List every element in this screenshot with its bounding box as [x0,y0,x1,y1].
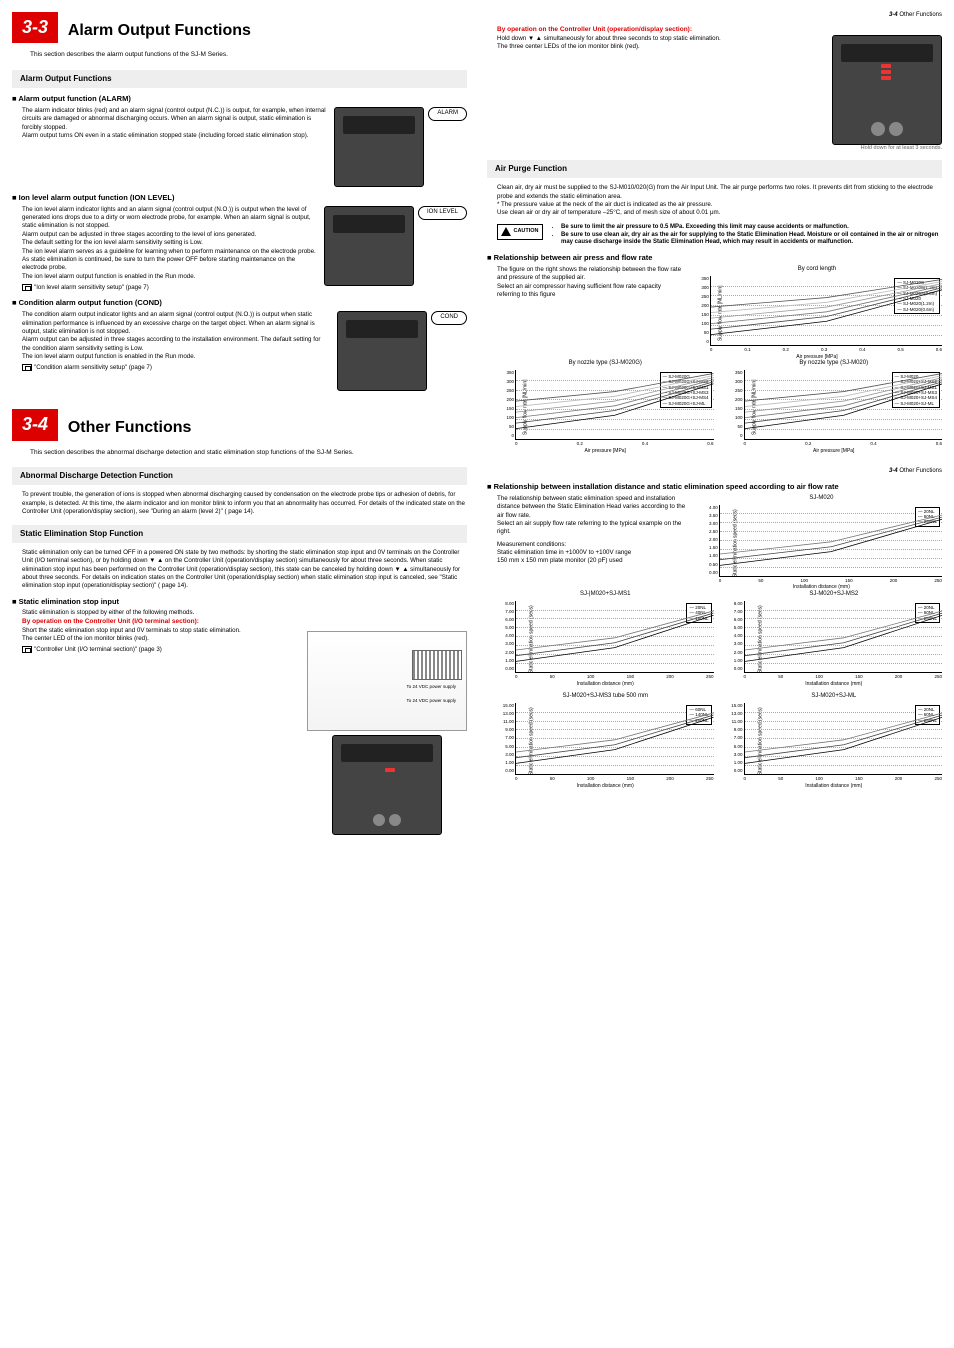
ion-p1: The ion level alarm indicator lights and… [22,206,316,231]
page-ref-top: 3-4 Other Functions [487,12,942,20]
sub-rel2: Relationship between installation distan… [487,482,942,492]
section-number: 3-4 [12,409,58,440]
band-abnormal: Abnormal Discharge Detection Function [12,467,467,485]
rel1-p1: The figure on the right shows the relati… [497,266,684,283]
caution-icon: CAUTION [497,224,543,240]
chart-nozzle-g: By nozzle type (SJ-M020G) 35030025020015… [497,360,714,454]
chart-sp1: SJ-|M020+SJ-MS1 8.007.006.005.004.003.00… [497,591,714,687]
hold-note: Hold down for at least 3 seconds. [836,145,942,152]
op-p2: The three center LEDs of the ion monitor… [497,43,824,51]
band-stop: Static Elimination Stop Function [12,525,467,543]
stopin-p0: Static elimination is stopped by either … [22,609,467,617]
stopin-red1: By operation on the Controller Unit (I/O… [22,618,467,627]
sub-ion: Ion level alarm output function (ION LEV… [12,193,467,203]
chart-nozzle: By nozzle type (SJ-M020) 350300250200150… [726,360,943,454]
chart-sp2: SJ-M020+SJ-MS2 8.007.006.005.004.003.002… [726,591,943,687]
rel2-p2: Select an air supply flow rate referring… [497,520,693,537]
ion-p5: The ion level alarm output function is e… [22,273,316,281]
abnormal-text: To prevent trouble, the generation of io… [22,491,467,516]
op-p1: Hold down ▼ ▲ simultaneously for about t… [497,35,824,43]
sub-alarm: Alarm output function (ALARM) [12,94,467,104]
page-ref-mid: 3-4 Other Functions [487,468,942,476]
caution-list: Be sure to limit the air pressure to 0.5… [561,224,942,247]
sub-stop-input: Static elimination stop input [12,597,467,607]
cond-bubble: COND [431,311,467,325]
chart-sp3: SJ-M020+SJ-MS3 tube 500 mm 15.0013.0011.… [497,693,714,789]
stopin-ref: "Controller Unit (I/O terminal section)"… [34,646,162,653]
device-illustration [337,311,427,391]
chart-cord: By cord length 350300250200150100500Supp… [692,266,942,360]
chart-sp0: SJ-M020 4.003.503.002.502.001.501.000.50… [701,495,942,591]
caution-item: Be sure to use clean air, dry air as the… [561,232,942,248]
section-title: Alarm Output Functions [68,21,251,42]
ion-p3: The default setting for the ion level al… [22,239,316,247]
sub-cond: Condition alarm output function (COND) [12,298,467,308]
rel2-mh: Measurement conditions: [497,541,693,549]
ion-p2: Alarm output can be adjusted in three st… [22,231,316,239]
rel2-m1: Static elimination time in +1000V to +10… [497,549,693,557]
stopin-p1: Short the static elimination stop input … [22,627,299,635]
device-illustration [324,206,414,286]
ref-icon [22,284,32,291]
air-p2: * The pressure value at the neck of the … [497,201,942,209]
rel2-p1: The relationship between static eliminat… [497,495,693,520]
ref-icon [22,364,32,371]
cond-p2: Alarm output can be adjusted in three st… [22,336,329,353]
section-3-3-header: 3-3 Alarm Output Functions [12,12,467,43]
cond-p1: The condition alarm output indicator lig… [22,311,329,336]
section-title: Other Functions [68,418,192,439]
air-p1: Clean air, dry air must be supplied to t… [497,184,942,201]
device-illustration [332,735,442,835]
stop-text: Static elimination only can be turned OF… [22,549,467,591]
caution-item: Be sure to limit the air pressure to 0.5… [561,224,942,232]
chart-sp4: SJ-M020+SJ-ML 15.0013.0011.009.007.005.0… [726,693,943,789]
cond-ref: "Condition alarm sensitivity setup" (pag… [34,365,152,372]
op-red2: By operation on the Controller Unit (ope… [497,26,942,35]
rel2-m2: 150 mm x 150 mm plate monitor (20 pF) us… [497,557,693,565]
alarm-p1: The alarm indicator blinks (red) and an … [22,107,326,132]
band-air: Air Purge Function [487,160,942,178]
section-number: 3-3 [12,12,58,43]
alarm-p2: Alarm output turns ON even in a static e… [22,132,326,140]
device-illustration [832,35,942,145]
intro-text: This section describes the alarm output … [30,51,467,59]
stopin-p2: The center LED of the ion monitor blinks… [22,635,299,643]
ref-icon [22,646,32,653]
ion-p4: The ion level alarm serves as a guidelin… [22,248,316,273]
rel1-p2: Select an air compressor having sufficie… [497,283,684,300]
alarm-bubble: ALARM [428,107,467,121]
ion-bubble: ION LEVEL [418,206,467,220]
ion-ref: "Ion level alarm sensitivity setup" (pag… [34,284,149,291]
intro-text: This section describes the abnormal disc… [30,449,467,457]
section-3-4-header: 3-4 Other Functions [12,409,467,440]
wiring-diagram: To 24 VDC power supply To 24 VDC power s… [307,631,467,731]
diag-label-2: To 24 VDC power supply [406,698,456,704]
band-alarm-output: Alarm Output Functions [12,70,467,88]
sub-rel1: Relationship between air press and flow … [487,253,942,263]
device-illustration [334,107,424,187]
cond-p3: The ion level alarm output function is e… [22,353,329,361]
air-p3: Use clean air or dry air of temperature … [497,209,942,217]
diag-label-1: To 24 VDC power supply [406,684,456,690]
